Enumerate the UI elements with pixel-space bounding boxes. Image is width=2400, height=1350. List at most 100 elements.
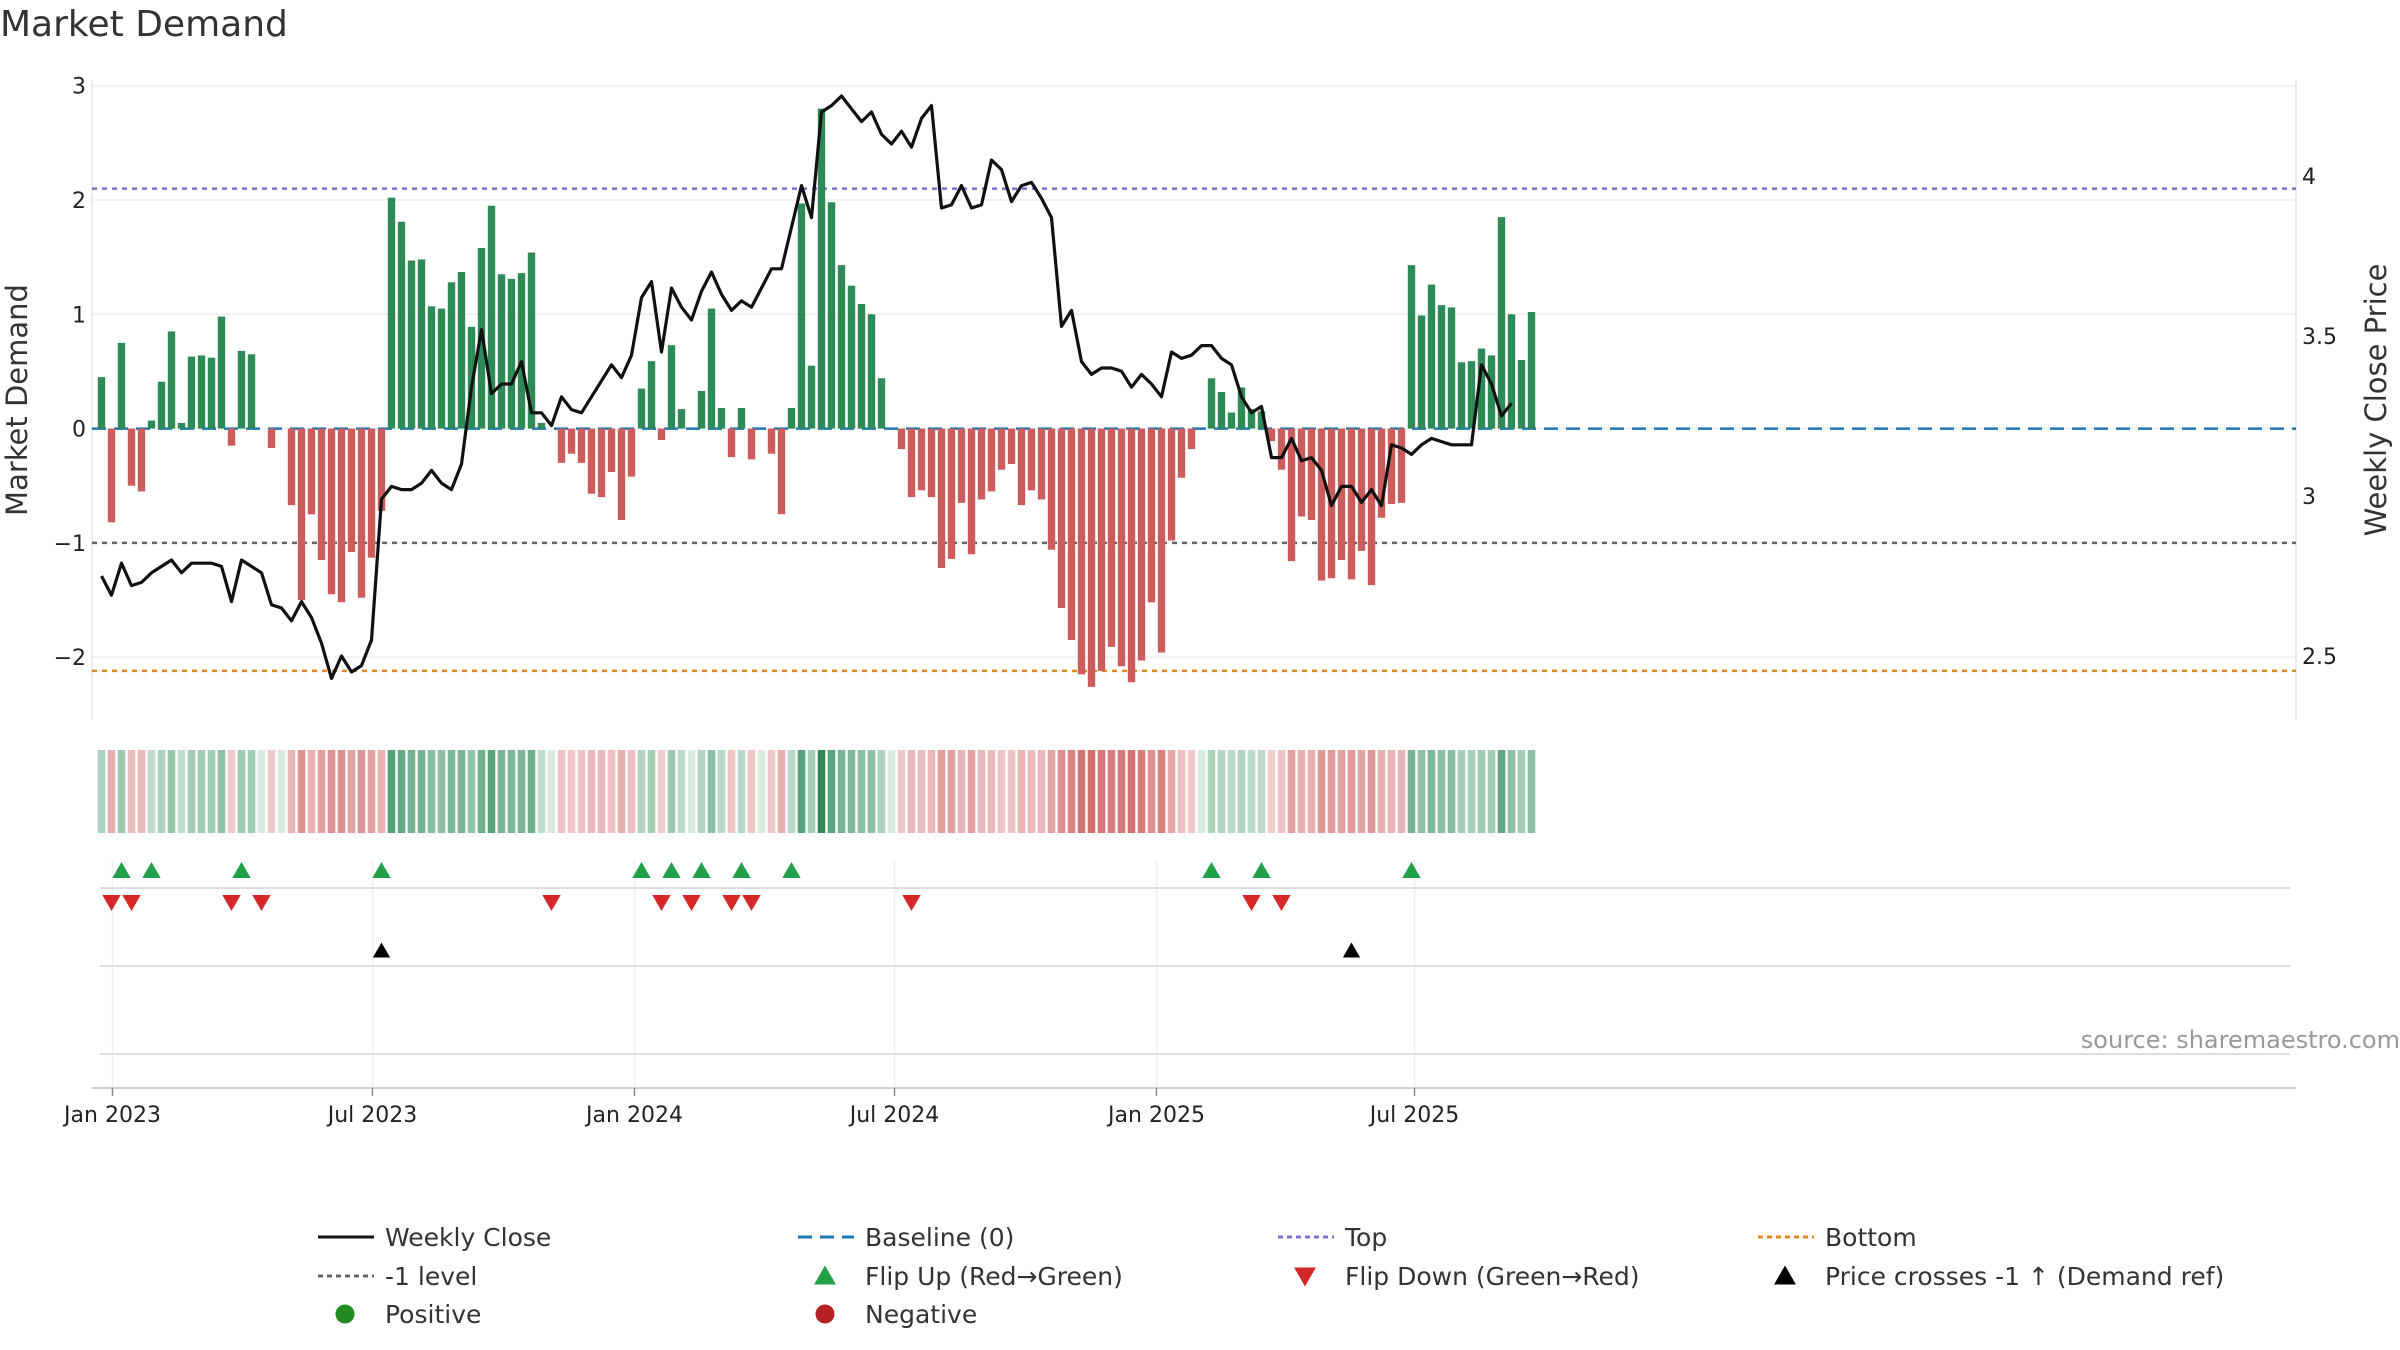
strip-cell (917, 750, 926, 833)
legend-cross-icon (1774, 1265, 1796, 1285)
demand-bar (1477, 348, 1486, 429)
flip-up-marker (692, 862, 711, 878)
strip-cell (147, 750, 156, 833)
strip-cell (1497, 750, 1506, 833)
demand-bar (527, 252, 536, 429)
strip-cell (1137, 750, 1146, 833)
demand-bar (1167, 428, 1176, 541)
strip-cell (1107, 750, 1116, 833)
strip-cell (887, 750, 896, 833)
strip-cell (507, 750, 516, 833)
demand-bar (577, 428, 586, 463)
strip-cell (1277, 750, 1286, 833)
demand-bar (1397, 428, 1406, 503)
strip-cell (1407, 750, 1416, 833)
y2-tick-label: 4 (2302, 165, 2316, 190)
flip-down-marker (742, 895, 761, 911)
legend-label: Bottom (1825, 1223, 1917, 1252)
demand-bar (1057, 428, 1066, 608)
strip-cell (657, 750, 666, 833)
demand-bar (967, 428, 976, 555)
strip-cell (247, 750, 256, 833)
strip-cell (1077, 750, 1086, 833)
demand-bar (287, 428, 296, 506)
y-tick-label: 0 (72, 418, 86, 443)
strip-cell (277, 750, 286, 833)
demand-bar (1437, 305, 1446, 429)
cross-up-marker (1342, 942, 1361, 958)
flip-up-marker (372, 862, 391, 878)
strip-cell (1087, 750, 1096, 833)
demand-bar (307, 428, 316, 515)
strip-cell (637, 750, 646, 833)
strip-cell (367, 750, 376, 833)
strip-cell (827, 750, 836, 833)
strip-cell (187, 750, 196, 833)
demand-bar (1237, 387, 1246, 429)
legend-negative-icon (815, 1304, 835, 1324)
strip-cell (1467, 750, 1476, 833)
demand-bar (267, 428, 276, 448)
demand-bar (597, 428, 606, 498)
demand-bar (637, 388, 646, 429)
strip-cell (237, 750, 246, 833)
demand-bar (147, 420, 156, 429)
strip-cell (627, 750, 636, 833)
strip-cell (1257, 750, 1266, 833)
strip-cell (257, 750, 266, 833)
strip-cell (1337, 750, 1346, 833)
gridlines (91, 80, 2297, 1088)
strip-cell (1097, 750, 1106, 833)
strip-cell (807, 750, 816, 833)
x-tick-label: Jul 2025 (1368, 1103, 1460, 1128)
demand-bar (937, 428, 946, 568)
strip-cell (577, 750, 586, 833)
y2-axis-title: Weekly Close Price (2359, 264, 2393, 537)
strip-cell (1477, 750, 1486, 833)
demand-bar (857, 304, 866, 429)
demand-bar (987, 428, 996, 492)
demand-bar (1527, 312, 1536, 429)
strip-cell (1417, 750, 1426, 833)
strip-cell (777, 750, 786, 833)
demand-bar (507, 278, 516, 429)
legend-label: -1 level (385, 1262, 477, 1291)
demand-bar (1277, 428, 1286, 470)
source-label: source: sharemaestro.com (2081, 1026, 2400, 1054)
legend-flip-up-icon (814, 1265, 836, 1285)
demand-bar (517, 273, 526, 429)
strip-cell (747, 750, 756, 833)
strip-cell (1357, 750, 1366, 833)
demand-bar (1297, 428, 1306, 517)
demand-bar (127, 428, 136, 486)
strip-cell (1217, 750, 1226, 833)
demand-bar (867, 314, 876, 429)
strip-cell (737, 750, 746, 833)
strip-cell (1267, 750, 1276, 833)
strip-cell (197, 750, 206, 833)
demand-bar (367, 428, 376, 558)
strip-cell (317, 750, 326, 833)
x-tick-label: Jan 2025 (1106, 1103, 1205, 1128)
strip-cell (1167, 750, 1176, 833)
strip-cell (1327, 750, 1336, 833)
demand-bar (707, 308, 716, 429)
strip-cell (1147, 750, 1156, 833)
legend-label: Price crosses -1 ↑ (Demand ref) (1825, 1262, 2224, 1291)
strip-cell (517, 750, 526, 833)
demand-bars (97, 108, 1536, 687)
strip-cell (447, 750, 456, 833)
strip-cell (907, 750, 916, 833)
strip-cell (497, 750, 506, 833)
strip-cell (357, 750, 366, 833)
demand-bar (1377, 428, 1386, 518)
strip-cell (837, 750, 846, 833)
demand-bar (667, 345, 676, 429)
demand-bar (1367, 428, 1376, 586)
demand-bar (747, 428, 756, 460)
flip-up-marker (232, 862, 251, 878)
strip-cell (387, 750, 396, 833)
demand-bar (587, 428, 596, 494)
demand-bar (1107, 428, 1116, 647)
demand-bar (1177, 428, 1186, 478)
